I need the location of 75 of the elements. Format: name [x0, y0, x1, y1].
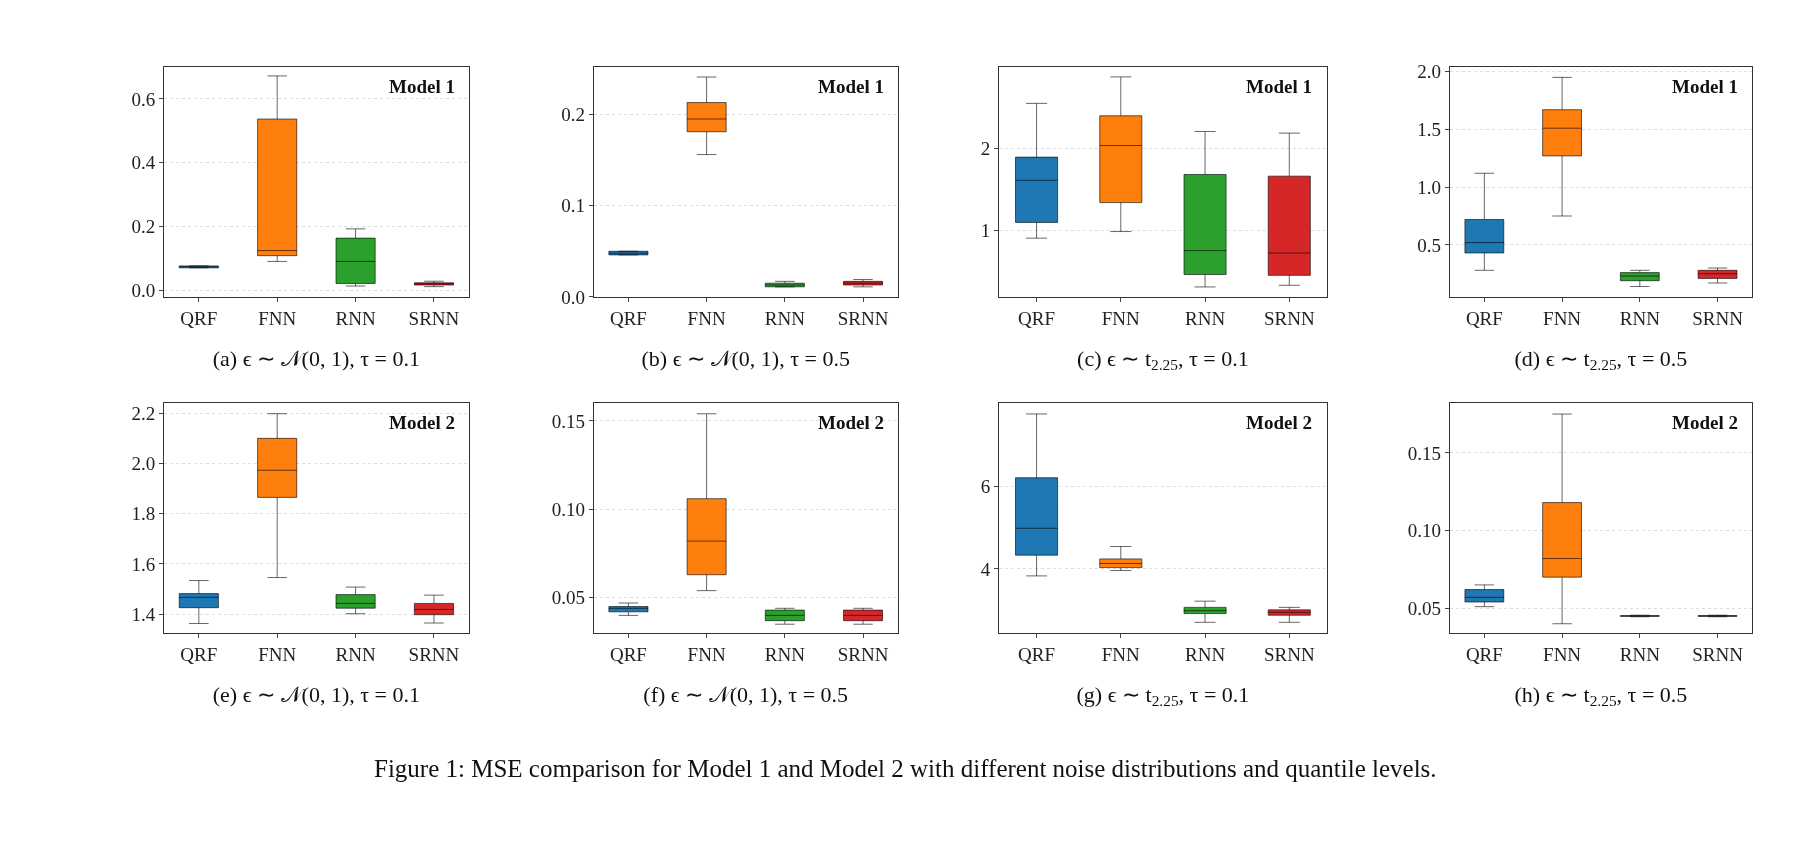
x-tick-label: QRF [1018, 307, 1056, 329]
y-tick-label: 4 [980, 558, 991, 580]
y-tick-label: 1.5 [1417, 119, 1442, 141]
x-tick-label: QRF [1465, 643, 1503, 665]
x-tick-label: RNN [764, 643, 806, 665]
x-tick-label: RNN [1184, 643, 1226, 665]
x-axis-title: (b) ϵ ∼ 𝒩(0, 1), τ = 0.5 [641, 345, 850, 371]
y-tick-label: 0.1 [561, 195, 585, 217]
x-tick-label: SRNN [1692, 307, 1744, 329]
annotation: Model 1 [1246, 76, 1312, 97]
y-tick-label: 0.05 [1407, 597, 1442, 619]
annotation: Model 2 [1246, 412, 1312, 433]
y-tick-label: 2.0 [131, 453, 156, 475]
x-tick-label: FNN [258, 643, 297, 665]
x-axis-title: (e) ϵ ∼ 𝒩(0, 1), τ = 0.1 [212, 681, 421, 707]
x-tick-label: SRNN [408, 307, 460, 329]
y-tick-label: 1.6 [131, 553, 156, 575]
annotation: Model 2 [1672, 412, 1738, 433]
x-tick-label: QRF [609, 307, 647, 329]
x-tick-label: SRNN [1692, 643, 1744, 665]
y-tick-label: 0.10 [551, 498, 585, 520]
y-tick-label: 0.5 [1417, 234, 1442, 256]
y-tick-label: 1.0 [1417, 176, 1442, 198]
x-axis-title: (h) ϵ ∼ t$_{2.25}$, τ = 0.5 [1514, 681, 1688, 710]
y-tick-label: 1.4 [131, 603, 156, 625]
y-tick-label: 1.8 [131, 503, 156, 525]
x-axis-title: (c) ϵ ∼ t$_{2.25}$, τ = 0.1 [1077, 345, 1249, 374]
x-axis-title: (d) ϵ ∼ t$_{2.25}$, τ = 0.5 [1514, 345, 1688, 374]
x-tick-label: QRF [1465, 307, 1503, 329]
y-tick-label: 0.0 [561, 286, 585, 308]
y-tick-label: 6 [980, 475, 991, 497]
x-tick-label: RNN [335, 307, 376, 329]
x-tick-label: SRNN [837, 643, 889, 665]
y-tick-label: 0.2 [561, 104, 585, 126]
annotation: Model 1 [389, 76, 455, 97]
x-tick-label: FNN [1101, 643, 1141, 665]
y-tick-label: 0.05 [551, 587, 585, 609]
y-tick-label: 0.4 [131, 152, 156, 174]
x-tick-label: RNN [335, 643, 376, 665]
x-axis-title: (f) ϵ ∼ 𝒩(0, 1), τ = 0.5 [643, 681, 849, 707]
x-tick-label: QRF [180, 643, 218, 665]
x-tick-label: SRNN [837, 307, 889, 329]
x-tick-label: FNN [1543, 643, 1582, 665]
x-tick-label: FNN [687, 643, 726, 665]
x-tick-label: RNN [1184, 307, 1226, 329]
annotation: Model 1 [1672, 76, 1738, 97]
y-tick-label: 0.15 [551, 410, 585, 432]
x-axis-title: (a) ϵ ∼ 𝒩(0, 1), τ = 0.1 [212, 345, 421, 371]
x-tick-label: FNN [687, 307, 726, 329]
x-tick-label: FNN [258, 307, 297, 329]
x-tick-label: SRNN [1263, 643, 1315, 665]
y-tick-label: 2.0 [1417, 61, 1442, 83]
x-tick-label: SRNN [1263, 307, 1315, 329]
y-tick-label: 0.15 [1407, 442, 1442, 464]
y-tick-label: 0.6 [131, 88, 156, 110]
x-tick-label: RNN [1619, 643, 1661, 665]
x-tick-label: FNN [1543, 307, 1582, 329]
annotation: Model 1 [818, 76, 884, 97]
y-tick-label: 1 [980, 220, 991, 242]
x-tick-label: FNN [1101, 307, 1141, 329]
x-tick-label: QRF [609, 643, 647, 665]
y-tick-label: 0.10 [1407, 520, 1442, 542]
y-tick-label: 2.2 [131, 402, 156, 424]
annotation: Model 2 [818, 412, 884, 433]
x-tick-label: SRNN [408, 643, 460, 665]
y-tick-label: 2 [980, 137, 991, 159]
x-tick-label: QRF [180, 307, 218, 329]
caption: Figure 1: MSE comparison for Model 1 and Model 2 with different noise distributions and quantile levels. [374, 755, 1437, 782]
y-tick-label: 0.0 [131, 280, 156, 302]
y-tick-label: 0.2 [131, 216, 156, 238]
x-axis-title: (g) ϵ ∼ t$_{2.25}$, τ = 0.1 [1076, 681, 1250, 710]
x-tick-label: RNN [1619, 307, 1661, 329]
annotation: Model 2 [389, 412, 455, 433]
x-tick-label: QRF [1018, 643, 1056, 665]
x-tick-label: RNN [764, 307, 806, 329]
